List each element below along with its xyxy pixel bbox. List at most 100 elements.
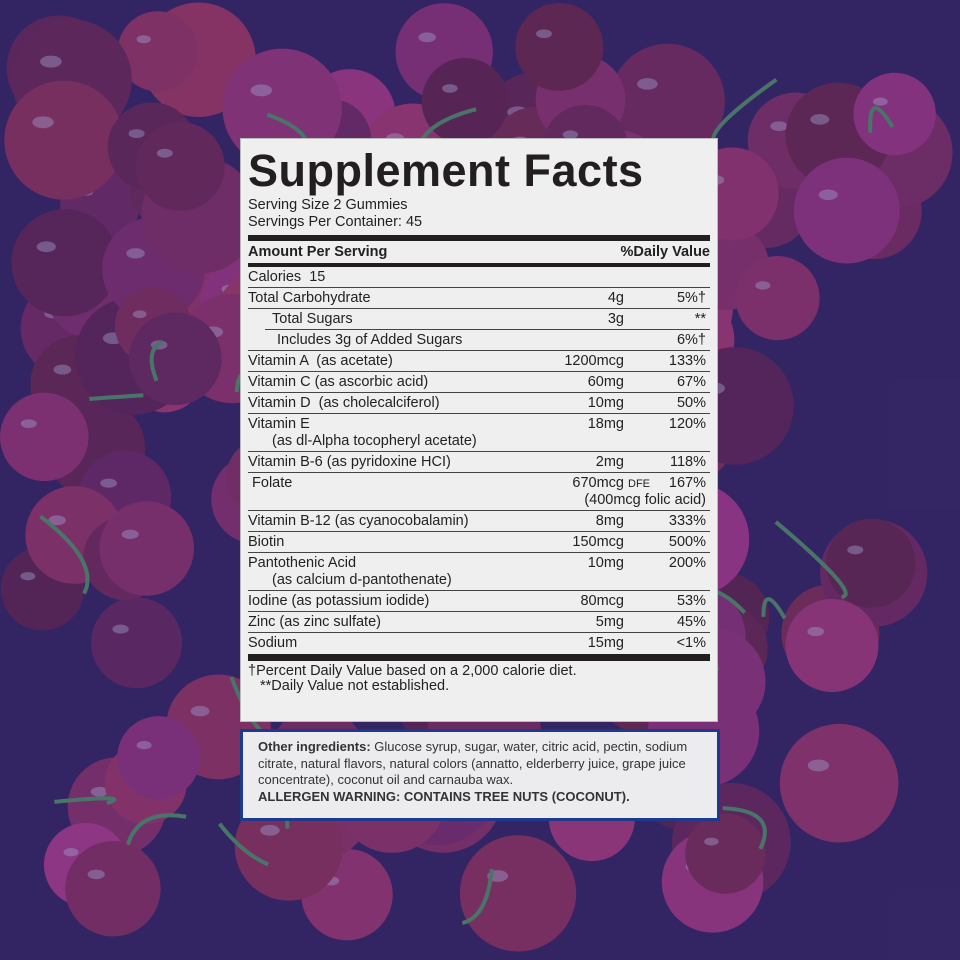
cherry-highlight <box>872 97 888 106</box>
nutrient-amount: 150mcg <box>572 534 624 550</box>
divider <box>248 263 710 267</box>
cherry <box>117 716 201 800</box>
nutrient-dv: 6%† <box>676 332 706 348</box>
nutrient-name: Biotin <box>248 534 285 550</box>
cherry-highlight <box>36 241 56 253</box>
servings-per-container: Servings Per Container: 45 <box>248 214 423 230</box>
cherry-stem <box>54 796 117 805</box>
nutrient-name: Iodine (as potassium iodide) <box>248 593 430 609</box>
nutrient-dv: 50% <box>676 395 706 411</box>
cherry <box>99 501 194 596</box>
supplement-facts-panel: Supplement Facts Serving Size 2 Gummies … <box>240 138 718 722</box>
nutrient-dv: 53% <box>676 593 706 609</box>
cherry <box>515 3 604 91</box>
cherry-stem <box>218 822 269 867</box>
cherry <box>853 72 936 156</box>
cherry <box>735 256 820 341</box>
nutrient-dv: <1% <box>676 635 706 651</box>
allergen-warning: ALLERGEN WARNING: CONTAINS TREE NUTS (CO… <box>258 788 630 804</box>
cherry-stem <box>89 393 144 401</box>
nutrient-amount: 60mg <box>587 374 624 390</box>
cherry-highlight <box>807 626 825 637</box>
nutrient-amount: 3g <box>607 311 624 327</box>
nutrient-name: Includes 3g of Added Sugars <box>277 332 463 348</box>
cherry-highlight <box>562 130 578 139</box>
cherry-stem <box>761 597 787 620</box>
nutrient-amount: 8mg <box>595 513 624 529</box>
cherry-highlight <box>156 148 173 158</box>
amount-header: Amount Per Serving <box>248 244 388 260</box>
cherry-highlight <box>128 129 145 139</box>
cherry-highlight <box>90 786 109 797</box>
cherry-highlight <box>132 310 147 319</box>
nutrient-dv: 133% <box>668 353 706 369</box>
nutrient-source: (as dl-Alpha tocopheryl acetate) <box>272 433 477 449</box>
nutrient-amount: 15mg <box>587 635 624 651</box>
cherry-highlight <box>40 55 62 68</box>
cherry-stem <box>39 514 90 595</box>
table-header: Amount Per Serving %Daily Value <box>248 241 710 263</box>
table-row: Includes 3g of Added Sugars 6%† <box>248 330 710 351</box>
nutrient-name: Total Sugars <box>272 311 353 327</box>
divider <box>248 654 710 661</box>
cherry-highlight <box>121 529 139 540</box>
nutrient-name: Vitamin D (as cholecalciferol) <box>248 395 440 411</box>
cherry-stem <box>722 806 767 850</box>
cherry <box>779 723 899 843</box>
cherry-highlight <box>63 848 79 857</box>
nutrient-name: Folate <box>248 475 293 491</box>
nutrient-name: Vitamin A (as acetate) <box>248 353 393 369</box>
nutrient-name: Sodium <box>248 635 298 651</box>
cherry-highlight <box>704 837 719 846</box>
nutrient-name: Total Carbohydrate <box>248 290 371 306</box>
nutrient-source: (as calcium d-pantothenate) <box>272 572 452 588</box>
cherry-highlight <box>418 32 436 43</box>
nutrient-amount: 5mg <box>595 614 624 630</box>
cherry <box>826 518 916 608</box>
cherry <box>117 11 198 92</box>
nutrient-amount: 1200mcg <box>564 353 624 369</box>
cherry-highlight <box>48 515 66 526</box>
table-row: Folate (400mcg folic acid) 670mcg DFE 167% <box>248 473 710 511</box>
cherry-highlight <box>136 741 152 750</box>
nutrient-dv: 167% <box>668 475 706 491</box>
nutrient-unit: DFE <box>628 478 650 490</box>
other-ingredients-panel: Other ingredients: Glucose syrup, sugar,… <box>240 729 720 821</box>
cherry-highlight <box>770 121 788 132</box>
cherry <box>610 43 725 159</box>
cherry-stem <box>461 868 494 925</box>
cherry-highlight <box>260 824 280 836</box>
cherry <box>4 80 124 200</box>
cherry-stem <box>149 339 164 382</box>
cherry-highlight <box>190 705 210 717</box>
nutrient-dv: 118% <box>669 454 706 470</box>
cherry-highlight <box>250 84 273 97</box>
cherry-highlight <box>20 419 37 429</box>
nutrient-name: Pantothenic Acid <box>248 555 357 571</box>
table-row: Vitamin D (as cholecalciferol) 10mg 50% <box>248 393 710 414</box>
nutrient-note: (400mcg folic acid) <box>584 492 706 508</box>
table-row: Sodium 15mg <1% <box>248 633 710 653</box>
ingredients-text: Glucose syrup, sugar, water, citric acid… <box>258 739 688 787</box>
nutrient-name: Zinc (as zinc sulfate) <box>248 614 381 630</box>
table-row: Total Carbohydrate 4g 5%† <box>248 288 710 309</box>
cherry-highlight <box>442 84 458 93</box>
footnote-not-established: **Daily Value not established. <box>260 678 450 694</box>
nutrient-name: Vitamin B-6 (as pyridoxine HCI) <box>248 454 451 470</box>
nutrient-dv: 45% <box>676 614 706 630</box>
nutrient-dv: 120% <box>668 416 706 432</box>
nutrient-amount: 10mg <box>587 395 624 411</box>
cherry <box>91 597 183 689</box>
cherry-highlight <box>810 114 830 125</box>
cherry-highlight <box>755 281 771 290</box>
nutrient-dv: 500% <box>668 534 706 550</box>
nutrient-name: Calories 15 <box>248 269 326 285</box>
table-row: Vitamin B-6 (as pyridoxine HCI) 2mg 118% <box>248 452 710 473</box>
nutrient-amount: 18mg <box>587 416 624 432</box>
cherry-highlight <box>87 869 105 880</box>
cherry-highlight <box>637 78 658 90</box>
cherry-highlight <box>32 116 54 129</box>
cherry <box>65 841 161 937</box>
table-row: Vitamin B-12 (as cyanocobalamin) 8mg 333% <box>248 511 710 532</box>
table-row: Iodine (as potassium iodide) 80mcg 53% <box>248 591 710 612</box>
